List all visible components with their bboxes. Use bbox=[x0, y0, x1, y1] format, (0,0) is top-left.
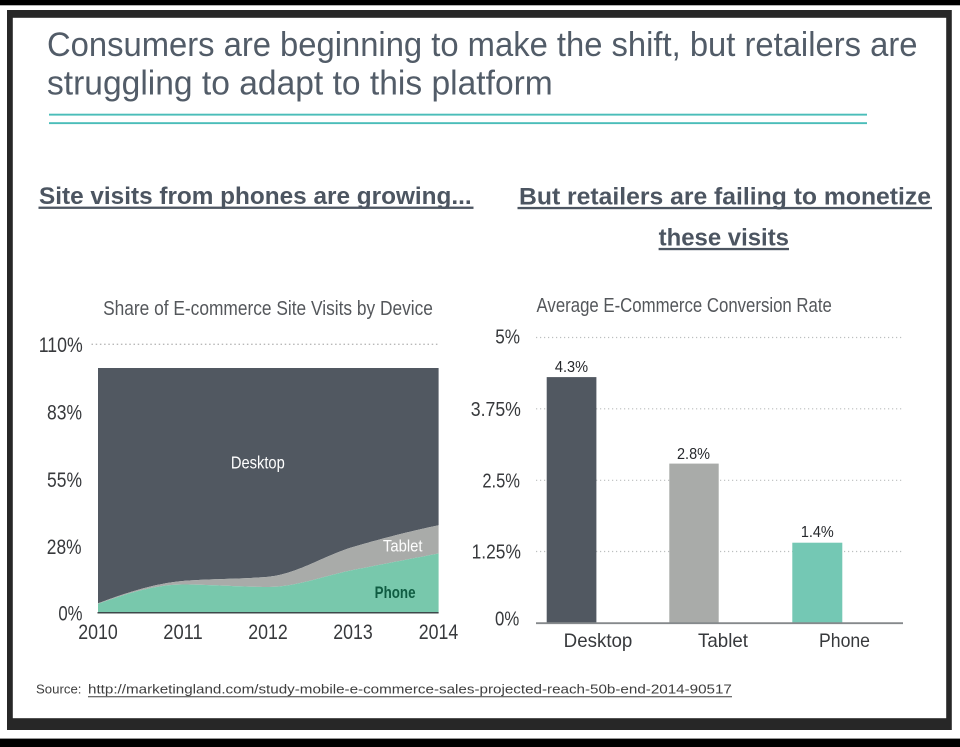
svg-text:Site visits from phones are gr: Site visits from phones are growing... bbox=[39, 183, 472, 210]
svg-text:Consumers are beginning to mak: Consumers are beginning to make the shif… bbox=[47, 26, 917, 64]
svg-text:110%: 110% bbox=[39, 334, 83, 358]
svg-text:2011: 2011 bbox=[163, 621, 202, 645]
svg-text:Tablet: Tablet bbox=[383, 538, 423, 556]
svg-text:Phone: Phone bbox=[819, 629, 870, 651]
svg-text:1.4%: 1.4% bbox=[801, 524, 834, 542]
svg-text:But retailers are failing to m: But retailers are failing to monetize bbox=[519, 184, 931, 211]
svg-text:1.25%: 1.25% bbox=[472, 541, 521, 564]
svg-text:these visits: these visits bbox=[659, 224, 789, 251]
svg-text:0%: 0% bbox=[495, 607, 519, 630]
svg-text:Phone: Phone bbox=[375, 584, 416, 603]
svg-text:Tablet: Tablet bbox=[698, 631, 749, 652]
svg-text:2013: 2013 bbox=[333, 620, 373, 644]
svg-text:83%: 83% bbox=[47, 402, 82, 425]
svg-text:0%: 0% bbox=[58, 603, 82, 626]
svg-text:Share of E-commerce Site Visit: Share of E-commerce Site Visits by Devic… bbox=[103, 297, 433, 319]
svg-text:2014: 2014 bbox=[419, 620, 459, 644]
svg-text:2.8%: 2.8% bbox=[677, 445, 710, 463]
svg-text:struggling to adapt to this pl: struggling to adapt to this platform bbox=[47, 64, 553, 102]
svg-text:Desktop: Desktop bbox=[231, 453, 285, 472]
svg-text:2012: 2012 bbox=[248, 620, 287, 644]
svg-text:3.75%: 3.75% bbox=[471, 399, 521, 421]
svg-text:55%: 55% bbox=[47, 470, 82, 493]
svg-text:http://marketingland.com/study: http://marketingland.com/study-mobile-e-… bbox=[88, 682, 732, 697]
svg-text:Source:: Source: bbox=[36, 682, 81, 697]
svg-text:2010: 2010 bbox=[78, 620, 118, 644]
svg-text:Desktop: Desktop bbox=[564, 631, 633, 652]
svg-text:5%: 5% bbox=[495, 326, 520, 349]
svg-text:28%: 28% bbox=[47, 537, 82, 560]
svg-text:2.5%: 2.5% bbox=[482, 469, 520, 492]
svg-text:4.3%: 4.3% bbox=[555, 358, 589, 376]
svg-text:Average E-Commerce Conversion: Average E-Commerce Conversion Rate bbox=[537, 293, 832, 316]
